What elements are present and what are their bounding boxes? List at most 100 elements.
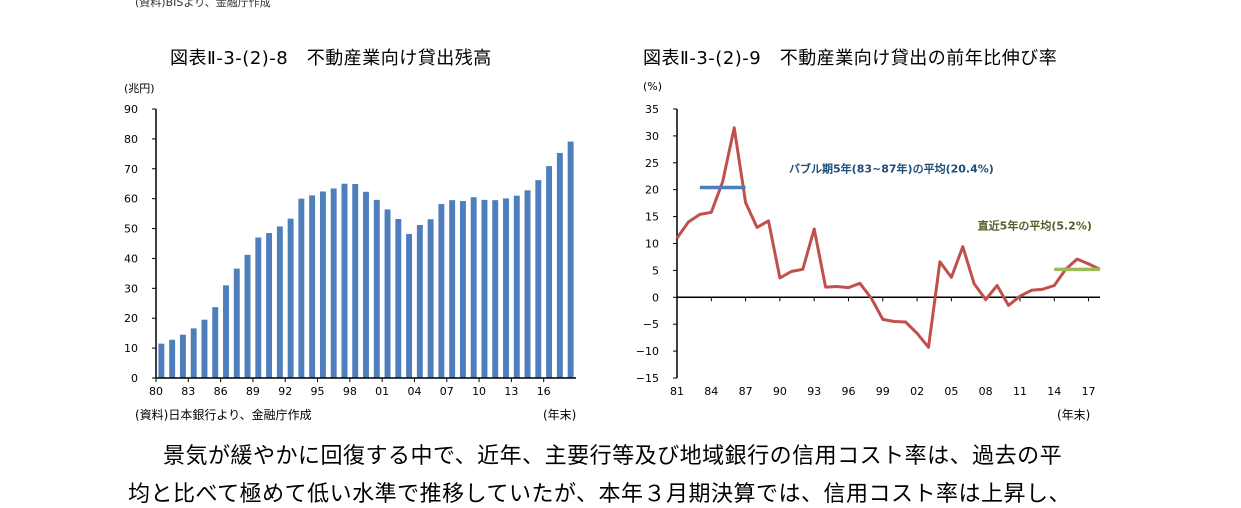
y-tick-label: 90 bbox=[124, 103, 138, 116]
annotation-bubble-average: バブル期5年(83~87年)の平均(20.4%) bbox=[789, 161, 994, 175]
x-tick-label: 16 bbox=[537, 385, 551, 398]
bar-97 bbox=[341, 183, 348, 378]
bar-88 bbox=[244, 254, 251, 378]
bar-95 bbox=[319, 191, 326, 378]
chart-title-right: 図表Ⅱ-3-(2)-9 不動産業向け貸出の前年比伸び率 bbox=[643, 48, 1058, 69]
x-tick-label: 90 bbox=[773, 385, 787, 398]
bar-16 bbox=[546, 166, 553, 378]
y-unit-left: (兆円) bbox=[124, 82, 155, 95]
y-tick-label: 30 bbox=[645, 130, 659, 143]
x-tick-label: 86 bbox=[214, 385, 228, 398]
x-tick-label: 02 bbox=[910, 385, 924, 398]
bar-87 bbox=[233, 268, 240, 378]
bar-81 bbox=[169, 339, 176, 378]
y-tick-label: 20 bbox=[645, 184, 659, 197]
x-unit-right: (年末) bbox=[1057, 408, 1091, 422]
bar-07 bbox=[449, 200, 456, 378]
annotation-recent-average: 直近5年の平均(5.2%) bbox=[978, 219, 1092, 233]
y-tick-label: 50 bbox=[124, 223, 138, 236]
y-tick-label: 70 bbox=[124, 163, 138, 176]
bar-15 bbox=[535, 180, 542, 378]
x-tick-label: 17 bbox=[1082, 385, 1096, 398]
x-tick-label: 13 bbox=[504, 385, 518, 398]
x-tick-label: 01 bbox=[375, 385, 389, 398]
x-tick-label: 95 bbox=[311, 385, 325, 398]
y-tick-label: 60 bbox=[124, 193, 138, 206]
y-tick-label: 40 bbox=[124, 252, 138, 265]
y-tick-label: −15 bbox=[636, 372, 659, 385]
y-tick-label: 25 bbox=[645, 157, 659, 170]
bar-94 bbox=[309, 195, 316, 378]
bar-96 bbox=[330, 188, 337, 378]
x-tick-label: 98 bbox=[343, 385, 357, 398]
y-tick-label: 5 bbox=[652, 264, 659, 277]
source-note-left: (資料)日本銀行より、金融庁作成 bbox=[135, 408, 312, 422]
bar-80 bbox=[158, 343, 165, 378]
y-tick-label: 30 bbox=[124, 282, 138, 295]
real-estate-loan-balance-chart: 0 10 20 30 40 50 60 70 80 90 80 83 86 89 92 95 98 01 04 07 1… bbox=[124, 103, 576, 398]
body-paragraph-line-1: 景気が緩やかに回復する中で、近年、主要行等及び地域銀行の信用コスト率は、過去の平 bbox=[163, 444, 1063, 469]
bar-89 bbox=[255, 237, 262, 378]
chart-title-left: 図表Ⅱ-3-(2)-8 不動産業向け貸出残高 bbox=[170, 48, 492, 69]
bar-03 bbox=[406, 233, 413, 378]
x-tick-label: 81 bbox=[670, 385, 684, 398]
bar-11 bbox=[492, 200, 499, 378]
bar-04 bbox=[416, 224, 423, 378]
bar-09 bbox=[470, 197, 477, 378]
bar-82 bbox=[179, 334, 186, 378]
bar-01 bbox=[384, 209, 391, 378]
bar-86 bbox=[223, 285, 229, 378]
x-tick-label: 92 bbox=[278, 385, 292, 398]
x-tick-label: 80 bbox=[149, 385, 163, 398]
y-tick-label: 0 bbox=[652, 291, 659, 304]
x-tick-label: 08 bbox=[979, 385, 993, 398]
bar-17 bbox=[556, 152, 563, 378]
x-tick-label: 07 bbox=[440, 385, 454, 398]
y-tick-label: 10 bbox=[124, 342, 138, 355]
y-unit-right: (%) bbox=[643, 80, 663, 93]
bar-06 bbox=[438, 204, 445, 378]
bar-12 bbox=[503, 198, 509, 378]
x-tick-label: 11 bbox=[1013, 385, 1027, 398]
bar-02 bbox=[395, 218, 402, 378]
y-tick-label: −5 bbox=[643, 318, 659, 331]
bar-85 bbox=[212, 307, 219, 378]
loan-growth-rate-chart: 35 30 25 20 15 10 5 0 −5 −10 −15 81 84 87 90 93 96 99 02 05… bbox=[636, 103, 1101, 398]
bar-18 bbox=[567, 141, 574, 378]
bar-10 bbox=[481, 199, 488, 378]
x-tick-label: 93 bbox=[807, 385, 821, 398]
bar-83 bbox=[190, 328, 197, 378]
bar-98 bbox=[352, 184, 359, 378]
x-tick-label: 10 bbox=[472, 385, 486, 398]
y-tick-label: 10 bbox=[645, 238, 659, 251]
bar-93 bbox=[298, 198, 305, 378]
y-tick-label: 0 bbox=[131, 372, 138, 385]
top-source-note: (資料)BISより、金融庁作成 bbox=[135, 0, 271, 9]
x-tick-label: 99 bbox=[876, 385, 890, 398]
x-tick-label: 04 bbox=[407, 385, 421, 398]
y-tick-label: −10 bbox=[636, 345, 659, 358]
bar-99 bbox=[363, 191, 369, 378]
x-unit-left: (年末) bbox=[543, 408, 577, 422]
x-tick-label: 96 bbox=[841, 385, 855, 398]
bar-08 bbox=[459, 201, 466, 378]
x-tick-label: 05 bbox=[944, 385, 958, 398]
bar-91 bbox=[276, 226, 283, 378]
bar-92 bbox=[287, 218, 294, 378]
x-tick-label: 87 bbox=[739, 385, 753, 398]
series-line-0 bbox=[675, 126, 1101, 349]
bar-05 bbox=[427, 219, 434, 378]
y-tick-label: 20 bbox=[124, 312, 138, 325]
y-tick-label: 80 bbox=[124, 133, 138, 146]
x-tick-label: 83 bbox=[181, 385, 195, 398]
bar-00 bbox=[373, 199, 380, 378]
x-tick-label: 14 bbox=[1047, 385, 1061, 398]
body-paragraph-line-2: 均と比べて極めて低い水準で推移していたが、本年３月期決算では、信用コスト率は上昇… bbox=[128, 482, 1072, 507]
y-tick-label: 35 bbox=[645, 103, 659, 116]
y-tick-label: 15 bbox=[645, 211, 659, 224]
bar-14 bbox=[524, 190, 531, 378]
x-tick-label: 84 bbox=[704, 385, 718, 398]
bar-13 bbox=[513, 195, 520, 378]
bar-84 bbox=[201, 319, 208, 378]
bar-90 bbox=[266, 233, 273, 378]
